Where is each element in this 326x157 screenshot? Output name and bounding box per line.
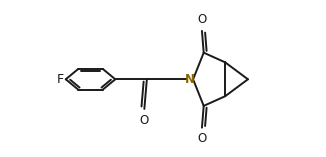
Text: O: O <box>197 133 207 146</box>
Text: O: O <box>197 13 207 26</box>
Text: O: O <box>140 114 149 127</box>
Text: F: F <box>57 73 64 86</box>
Text: N: N <box>185 73 195 86</box>
